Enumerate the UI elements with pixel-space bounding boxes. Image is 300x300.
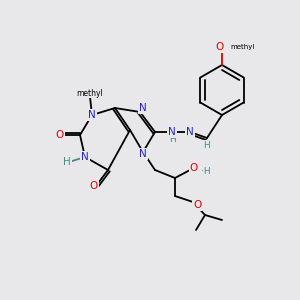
Text: ·H: ·H [201,167,211,176]
Text: H: H [204,140,210,149]
Text: N: N [186,127,194,137]
Text: O: O [90,181,98,191]
Text: N: N [139,149,147,159]
Text: O: O [216,42,224,52]
Text: methyl: methyl [230,44,254,50]
Text: N: N [139,103,147,113]
Text: N: N [168,127,176,137]
Text: methyl: methyl [76,88,103,98]
Text: N: N [81,152,89,162]
Text: H: H [169,136,176,145]
Text: O: O [56,130,64,140]
Text: O: O [193,200,201,210]
Text: N: N [88,110,96,120]
Text: methyl: methyl [78,88,102,94]
Text: O: O [190,163,198,173]
Text: H: H [63,157,71,167]
